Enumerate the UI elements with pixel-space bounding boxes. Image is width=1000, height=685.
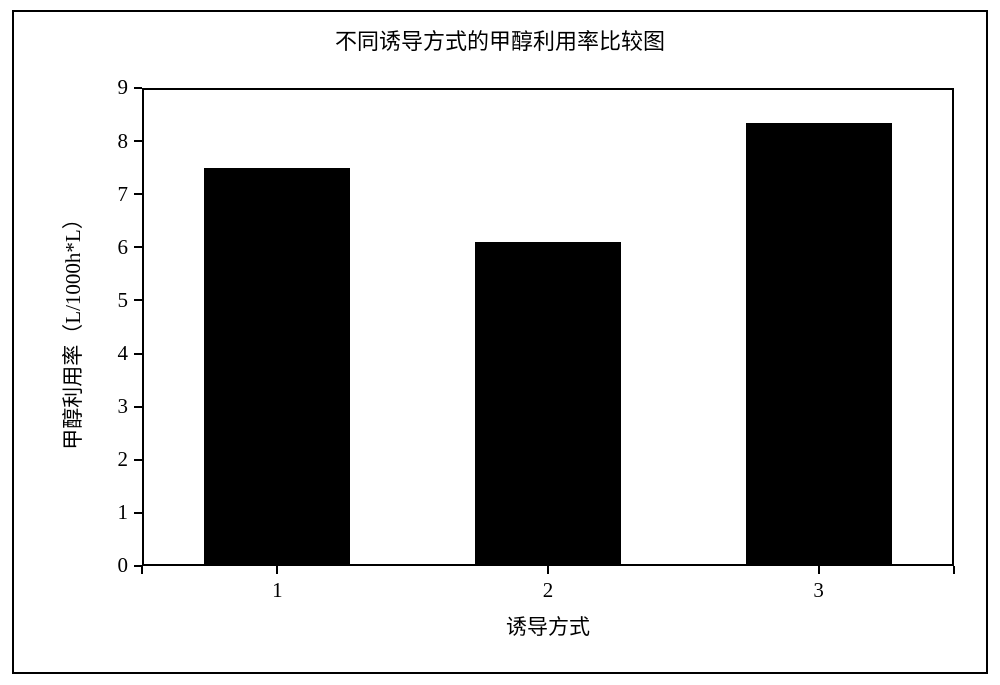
x-tick-label: 1 (247, 578, 307, 603)
y-tick (134, 299, 142, 301)
x-tick-label: 2 (518, 578, 578, 603)
y-tick-label: 9 (88, 75, 128, 100)
y-tick-label: 8 (88, 129, 128, 154)
y-tick (134, 193, 142, 195)
bar (204, 168, 350, 566)
y-tick (134, 512, 142, 514)
y-tick-label: 1 (88, 500, 128, 525)
y-tick (134, 406, 142, 408)
y-tick (134, 353, 142, 355)
x-tick (276, 566, 278, 574)
x-tick (547, 566, 549, 574)
y-tick (134, 87, 142, 89)
x-tick-label: 3 (789, 578, 849, 603)
x-tick (818, 566, 820, 574)
y-tick-label: 0 (88, 553, 128, 578)
y-tick (134, 140, 142, 142)
y-tick-label: 4 (88, 341, 128, 366)
x-axis-label: 诱导方式 (142, 611, 954, 641)
y-tick-label: 7 (88, 182, 128, 207)
y-tick (134, 246, 142, 248)
y-tick-label: 6 (88, 235, 128, 260)
bar (746, 123, 892, 566)
chart-title: 不同诱导方式的甲醇利用率比较图 (12, 24, 988, 56)
x-tick-boundary (141, 566, 143, 574)
y-tick-label: 5 (88, 288, 128, 313)
y-axis-label: 甲醇利用率（L/1000h*L） (57, 129, 87, 529)
x-tick-boundary (953, 566, 955, 574)
bar (475, 242, 621, 566)
y-tick (134, 459, 142, 461)
y-tick-label: 2 (88, 447, 128, 472)
y-tick-label: 3 (88, 394, 128, 419)
